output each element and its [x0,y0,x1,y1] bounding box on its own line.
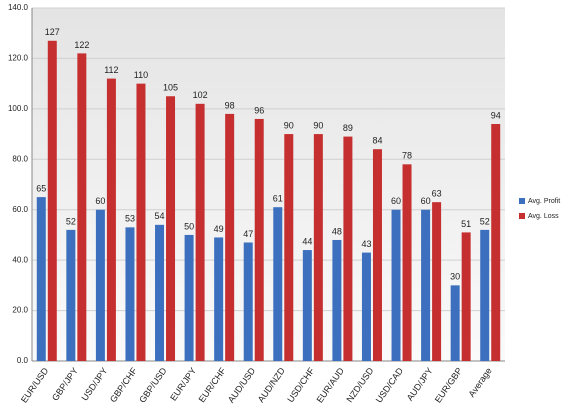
data-label: 60 [391,196,401,206]
x-tick-label: EUR/GBP [433,366,464,405]
bar [195,103,205,362]
bar [125,227,135,361]
bar [214,237,224,361]
bar [432,202,442,361]
legend-swatch [519,213,525,219]
bar [95,209,105,361]
y-tick-label: 80.0 [12,154,28,163]
data-label: 60 [95,196,105,206]
data-label: 53 [125,214,135,224]
bar [332,239,342,361]
data-label: 30 [450,272,460,282]
data-label: 90 [284,120,294,130]
data-label: 52 [66,216,76,226]
bar [273,207,283,361]
bar [66,229,76,361]
y-tick-label: 40.0 [12,255,28,264]
data-label: 112 [104,65,118,75]
data-label: 122 [74,40,89,50]
data-label: 84 [372,136,382,146]
bar [225,113,235,362]
data-label: 102 [193,90,208,100]
y-tick-label: 20.0 [12,306,28,315]
data-label: 90 [313,120,323,130]
x-tick-label: USD/CHF [285,365,316,404]
data-label: 61 [273,194,283,204]
data-label: 89 [343,123,353,133]
data-label: 51 [461,219,471,229]
bar [77,53,87,362]
bar [402,164,412,361]
x-tick-label: AUD/NZD [256,365,287,404]
y-tick-label: 0.0 [17,356,29,365]
bar [372,149,382,361]
bar [184,234,194,361]
legend-swatch [519,198,525,204]
data-label: 49 [214,224,224,234]
data-label: 44 [302,236,312,246]
data-label: 98 [225,100,235,110]
bar [480,229,490,361]
data-label: 50 [184,221,194,231]
bar [166,96,176,361]
bar [106,78,116,361]
x-tick-label: Average [466,366,493,399]
data-label: 127 [45,27,60,37]
x-tick-label: AUD/USD [226,365,258,404]
data-label: 65 [36,183,46,193]
x-tick-label: NZD/USD [344,365,375,404]
bar [302,250,312,361]
bar [391,209,401,361]
data-label: 105 [163,83,178,93]
x-tick-label: EUR/USD [19,365,51,404]
data-label: 78 [402,151,412,161]
legend-label: Avg. Loss [528,213,559,220]
x-tick-label: GBP/USD [137,365,169,404]
bar [450,285,460,361]
bar [254,118,264,361]
bar [243,242,253,361]
legend-label: Avg. Profit [528,198,560,205]
bar [361,252,371,361]
y-tick-label: 120.0 [8,54,29,63]
data-label: 94 [491,110,501,120]
data-label: 54 [155,211,165,221]
y-tick-label: 60.0 [12,205,28,214]
x-tick-label: EUR/CHF [197,365,228,404]
bar [284,134,294,361]
bar [47,40,57,362]
x-tick-label: EUR/JPY [168,366,198,403]
data-label: 60 [421,196,431,206]
x-tick-label: USD/CAD [374,365,406,404]
data-label: 52 [480,216,490,226]
data-label: 48 [332,226,342,236]
bar [421,209,431,361]
bar [491,123,501,361]
y-tick-label: 140.0 [8,3,29,12]
data-label: 63 [432,189,442,199]
bar [155,224,165,361]
bar [461,232,471,361]
bar [343,136,353,361]
data-label: 110 [134,70,148,80]
data-label: 43 [361,239,371,249]
bar [313,134,323,361]
bar [36,197,46,361]
x-tick-label: GBP/JPY [50,366,80,403]
data-label: 47 [243,229,253,239]
x-tick-label: USD/JPY [79,366,109,403]
x-tick-label: GBP/CHF [108,365,139,404]
data-label: 96 [254,105,264,115]
y-tick-label: 100.0 [8,104,29,113]
x-tick-label: EUR/AUD [315,365,347,404]
bar [136,83,146,362]
x-tick-label: AUD/JPY [405,366,435,403]
